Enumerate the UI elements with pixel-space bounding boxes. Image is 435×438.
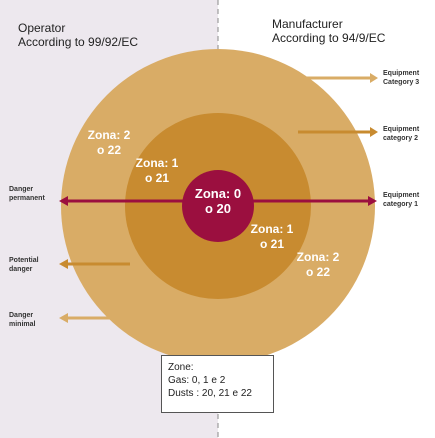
- label-equipment-category-3: Equipment Category 3: [383, 70, 420, 86]
- label-danger-minimal: Danger minimal: [9, 312, 36, 328]
- operator-title: Operator: [18, 21, 66, 35]
- arrow-equipment-category-2: [298, 127, 378, 137]
- label-danger-permanent: Danger permanent: [9, 186, 45, 202]
- arrow-equipment-category-3: [268, 73, 378, 83]
- legend-title: Zone:: [168, 362, 194, 373]
- zone-label-middle-left: Zona: 1 o 21: [135, 156, 179, 185]
- operator-directive: According to 99/92/EC: [18, 35, 139, 49]
- zone-legend-box: Zone: Gas: 0, 1 e 2 Dusts : 20, 21 e 22: [161, 355, 274, 413]
- manufacturer-directive: According to 94/9/EC: [272, 31, 386, 45]
- arrow-potential-danger: [59, 259, 130, 269]
- zone-label-outer-right: Zona: 2 o 22: [296, 250, 340, 279]
- arrow-permanent-category-1: [59, 196, 377, 206]
- legend-gas: Gas: 0, 1 e 2: [168, 375, 226, 386]
- zone-label-center: Zona: 0 o 20: [194, 186, 242, 216]
- label-equipment-category-1: Equipment category 1: [383, 192, 420, 208]
- legend-dusts: Dusts : 20, 21 e 22: [168, 388, 252, 399]
- arrow-danger-minimal: [59, 313, 132, 323]
- manufacturer-title: Manufacturer: [272, 17, 343, 31]
- core-zone-circle: [182, 170, 254, 242]
- label-equipment-category-2: Equipment category 2: [383, 126, 420, 142]
- zone-label-middle-right: Zona: 1 o 21: [250, 222, 294, 251]
- zone-label-outer-left: Zona: 2 o 22: [87, 128, 131, 157]
- label-potential-danger: Potential danger: [9, 257, 39, 273]
